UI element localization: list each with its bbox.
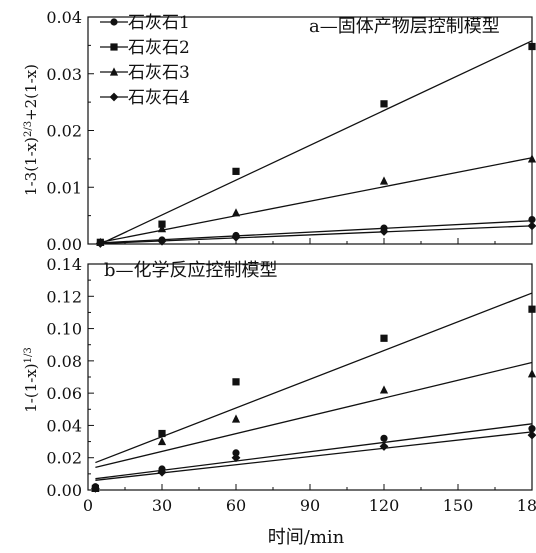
panel-a-series-2-point [232,167,240,175]
panel-b-series-2-point [158,429,166,438]
panel-a-frame: 0.00 0.01 0.02 0.03 0.04 [46,8,533,254]
panel-b-series-2-point [528,305,536,313]
panel-a-label: a—固体产物层控制模型 [309,16,500,37]
panel-a-series-3-point [527,154,536,163]
panel-b-series-1-point [528,425,536,433]
panel-b-series-4-point [379,442,389,451]
panel-b-series-4-fit-line [95,431,533,481]
x-tick-label: 30 [152,496,172,515]
legend-label: 石灰石2 [128,38,190,58]
x-tick-label: 120 [369,496,400,515]
panel-a-series-4-point [95,239,105,248]
panel-b-y-tick-label: 0.10 [46,320,82,339]
panel-b-series-4-point [157,467,167,477]
panel-b-y-tick-label: 0.04 [46,416,82,435]
panel-b-y-axis-label: 1-(1-x)1/3 [22,347,40,412]
x-tick-label: 180 [517,496,536,515]
panel-a-y-tick-label: 0.02 [46,122,82,141]
panel-a-y-tick-label: 0.03 [46,65,82,84]
panel-b-series-1-point [380,434,388,442]
panel-a-y-tick-label: 0.00 [46,235,82,254]
panel-b-series-2-point [380,334,388,342]
panel-a-series-4-point [231,232,241,242]
panel-b-series-3-fit-line [95,361,533,469]
x-tick-label: 0 [83,496,93,515]
legend-marker [109,67,119,76]
legend-item: 石灰石4 [100,88,190,108]
panel-b-series-1-fit-line [95,423,533,480]
panel-a-series-4-point [527,221,536,231]
panel-b-series-4-point [91,483,100,493]
panel-b-series-2-fit-line [95,292,533,464]
panel-b-y-tick-label: 0.00 [46,481,82,500]
legend-label: 石灰石3 [128,63,190,83]
panel-b-frame: 0.00 0.02 0.04 0.06 0.08 0.10 0.12 0.14 0 30 60 90 1… [46,255,536,515]
panel-b-series-4-point [231,453,241,463]
panel-b-y-tick-label: 0.14 [46,255,82,274]
panel-a-series-4 [95,221,536,248]
x-axis-label: 时间/min [268,527,345,548]
legend-item: 石灰石1 [100,13,190,33]
panel-b-series-3-point [527,369,536,378]
panel-a-series-2-fit-line [100,40,533,245]
panel-b-series-4-point [527,430,536,440]
panel-a-series-4-fit-line [100,225,533,245]
legend: 石灰石1 石灰石2 石灰石3 石灰石4 [100,13,190,108]
legend-label: 石灰石4 [128,88,190,108]
x-tick-label: 90 [300,496,320,515]
legend-item: 石灰石3 [100,63,190,83]
panel-b-label: b—化学反应控制模型 [104,260,278,281]
panel-b-series-2-point [232,378,240,386]
panel-b-y-tick-label: 0.02 [46,449,82,468]
panel-a-series-1-fit-line [100,220,533,244]
panel-a-y-tick-label: 0.04 [46,8,82,27]
panel-a-series-3-point [379,176,389,185]
panel-a-series-2-point [528,42,536,51]
chart-marks [91,40,536,493]
panel-a-series-2-point [380,100,388,108]
legend-label: 石灰石1 [128,13,190,33]
panel-a-series-3-point [231,208,241,217]
panel-a-series-4-point [379,227,389,236]
x-tick-label: 60 [226,496,246,515]
panel-a-series-3-point [157,224,167,233]
x-tick-label: 150 [443,496,474,515]
panel-b-series-3-point [379,385,389,394]
panel-b-series-1 [91,423,536,491]
panel-b-y-tick-label: 0.08 [46,352,82,371]
panel-a-series-3-fit-line [100,157,533,243]
panel-a-y-tick-label: 0.01 [46,178,82,197]
legend-item: 石灰石2 [100,38,190,58]
panel-a-series-4-point [157,236,167,246]
panel-b-series-2 [91,292,536,492]
panel-b-y-tick-label: 0.12 [46,287,82,306]
panel-a-y-axis-label: 1-3(1-x)2/3+2(1-x) [22,64,40,196]
panel-b-series-1-point [232,449,240,457]
panel-b-series-3-point [157,436,167,446]
panel-a-series-1-point [528,215,536,224]
legend-marker [109,92,119,102]
legend-marker [110,43,118,51]
panel-b-series-3-point [231,414,241,423]
legend-marker [110,18,118,26]
panel-b-y-tick-label: 0.06 [46,384,82,403]
panel-b-series-4 [91,430,536,493]
